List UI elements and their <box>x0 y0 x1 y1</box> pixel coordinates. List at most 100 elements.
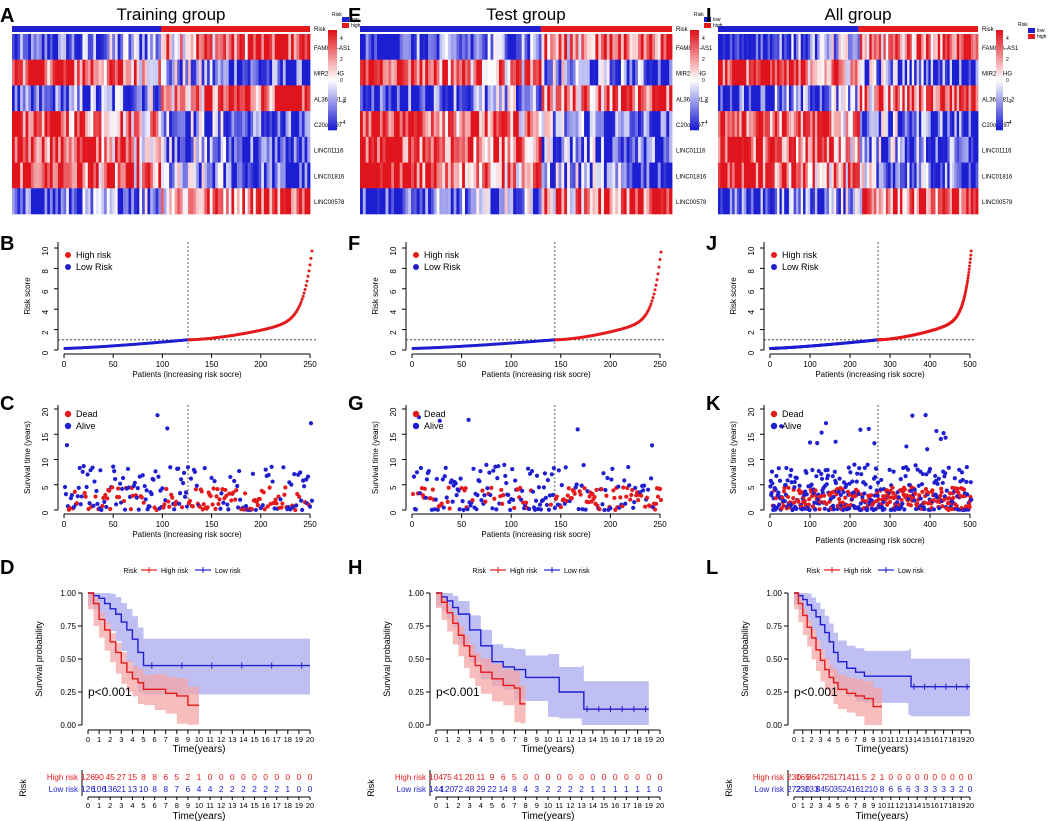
heatmap-cell <box>876 34 880 61</box>
heatmap-cell <box>866 162 870 189</box>
heatmap-cell <box>810 136 813 163</box>
heatmap-cell <box>942 188 946 215</box>
heatmap-cell <box>396 162 401 189</box>
heatmap-cell <box>973 85 977 112</box>
survival-point <box>538 507 544 512</box>
heatmap-cell <box>805 59 809 86</box>
heatmap-cell <box>746 162 750 189</box>
survival-point <box>563 465 568 470</box>
scale-step <box>690 50 699 53</box>
risk-table-high-value: 45 <box>105 772 115 782</box>
heatmap-cell <box>850 188 854 215</box>
heatmap-cell <box>952 34 955 61</box>
heatmap-cell <box>291 162 295 189</box>
heatmap-cell <box>869 188 873 215</box>
heatmap-cell <box>741 85 745 112</box>
risk-table-high-value: 0 <box>658 772 663 782</box>
heatmap-cell <box>598 188 602 215</box>
heatmap-cell <box>470 136 474 163</box>
heatmap-cell <box>58 111 62 138</box>
heatmap-cell <box>282 188 287 215</box>
heatmap-cell <box>550 85 554 112</box>
heatmap-cell <box>918 85 922 112</box>
survival-point <box>831 494 836 499</box>
survival-point <box>278 497 283 502</box>
heatmap-cell <box>736 59 740 86</box>
heatmap-cell <box>190 162 194 189</box>
heatmap-cell <box>527 59 531 86</box>
heatmap-cell <box>169 111 173 138</box>
survival-point <box>479 498 484 503</box>
heatmap-cell <box>736 34 740 61</box>
heatmap-cell <box>234 136 238 163</box>
heatmap-cell <box>959 34 962 61</box>
heatmap-cell <box>456 111 460 138</box>
survival-point <box>155 413 160 418</box>
heatmap-cell <box>746 188 750 215</box>
heatmap-cell <box>558 162 562 189</box>
survival-point <box>149 491 154 497</box>
heatmap-cell <box>63 162 67 189</box>
heatmap-cell <box>174 136 178 163</box>
heatmap-cell <box>510 136 514 163</box>
heatmap-cell <box>914 188 917 215</box>
heatmap-cell <box>22 188 26 215</box>
heatmap-cell <box>541 162 545 189</box>
heatmap-cell <box>637 85 642 112</box>
survival-point <box>274 501 279 506</box>
heatmap-cell <box>855 136 858 163</box>
heatmap-cell <box>657 59 662 86</box>
survival-point <box>918 496 923 501</box>
heatmap-cell <box>496 34 500 61</box>
heatmap-cell <box>166 111 170 138</box>
heatmap-cell <box>952 136 955 163</box>
heatmap-cell <box>433 34 437 61</box>
heatmap-cell <box>228 136 232 163</box>
heatmap-row <box>718 34 979 61</box>
heatmap-cell <box>933 162 936 189</box>
heatmap-cell <box>98 59 102 86</box>
survival-point <box>643 504 648 509</box>
heatmap-cell <box>727 34 731 61</box>
heatmap-cell <box>746 34 750 61</box>
heatmap-cell <box>720 162 724 189</box>
heatmap-cell <box>762 59 766 86</box>
heatmap-cell <box>217 85 221 112</box>
heatmap-cell <box>855 111 858 138</box>
scale-step <box>690 42 699 46</box>
heatmap-cell <box>447 59 452 86</box>
heatmap-cell <box>836 34 839 61</box>
heatmap-cell <box>68 188 72 215</box>
heatmap-cell <box>852 85 856 112</box>
heatmap-cell <box>209 188 213 215</box>
heatmap-cell <box>504 136 508 163</box>
heatmap-cell <box>425 34 429 61</box>
heatmap-cell <box>371 111 375 138</box>
x-tick-label: 250 <box>303 360 317 369</box>
heatmap-cell <box>897 34 901 61</box>
heatmap-cell <box>575 59 579 86</box>
heatmap-cell <box>907 136 910 163</box>
heatmap-row <box>12 188 311 215</box>
heatmap-cell <box>436 111 440 138</box>
heatmap-cell <box>660 136 664 163</box>
heatmap-cell <box>296 34 300 61</box>
heatmap-cell <box>746 136 750 163</box>
survival-point <box>483 499 488 504</box>
heatmap-cell <box>612 85 616 112</box>
heatmap-cell <box>725 59 728 86</box>
heatmap-cell <box>584 162 588 189</box>
survival-point <box>94 488 99 494</box>
heatmap-cell <box>226 34 230 61</box>
scale-tick: 4 <box>702 36 705 42</box>
survival-point <box>882 506 887 512</box>
heatmap-cell <box>930 188 934 215</box>
heatmap-cell <box>258 34 262 61</box>
heatmap-cell <box>518 162 523 189</box>
risk-table-x-tick-label: 11 <box>206 801 214 810</box>
heatmap-cell <box>637 188 642 215</box>
heatmap-cell <box>535 85 540 112</box>
heatmap-cell <box>805 34 809 61</box>
survival-point <box>628 497 633 502</box>
heatmap-cell <box>244 34 249 61</box>
